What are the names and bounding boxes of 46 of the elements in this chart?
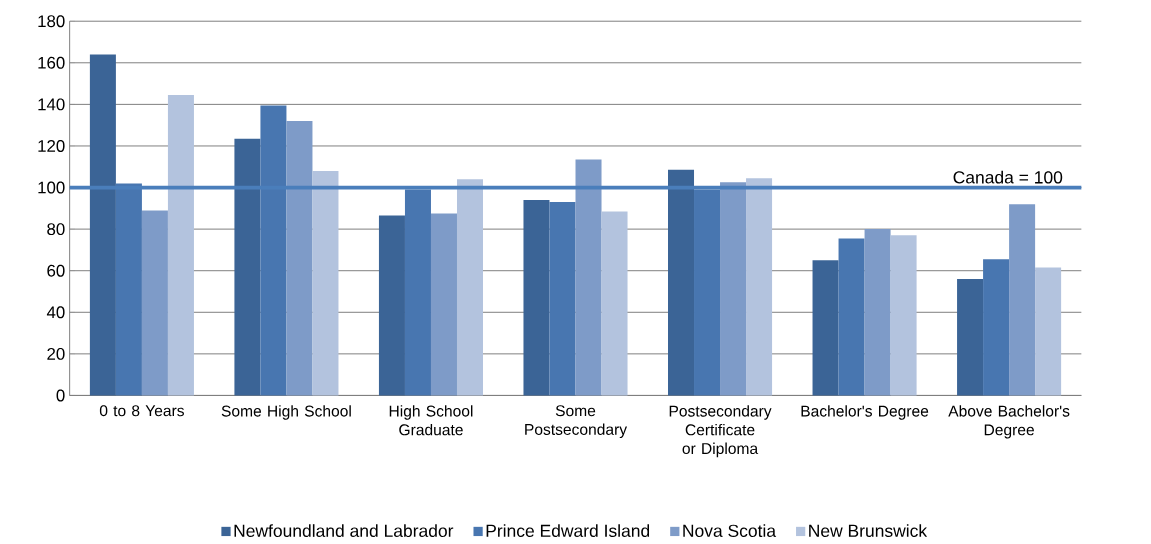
y-tick-label: 40: [46, 306, 65, 319]
bar: [957, 279, 984, 396]
bar: [864, 229, 891, 396]
bar: [1009, 204, 1036, 396]
bar: [720, 182, 747, 396]
legend-label: New Brunswick: [809, 524, 928, 538]
y-tick-label: 120: [38, 140, 65, 153]
y-tick-label: 140: [38, 98, 65, 111]
bar: [668, 170, 695, 396]
x-tick-label: Bachelor's Degree: [801, 405, 929, 420]
bar: [167, 95, 194, 396]
bar: [746, 178, 773, 396]
bar: [89, 54, 116, 396]
bar: [890, 235, 917, 396]
legend-label: Newfoundland and Labrador: [234, 524, 454, 538]
bar: [378, 215, 405, 396]
legend-label: Nova Scotia: [683, 524, 777, 538]
bar: [812, 260, 839, 396]
bar: [549, 202, 576, 396]
y-tick-label: 0: [56, 389, 65, 402]
x-tick-label: Postsecondary Certificate or Diploma: [669, 405, 772, 458]
legend-label: Prince Edward Island: [486, 524, 650, 538]
bar: [312, 171, 339, 396]
bar: [838, 238, 865, 396]
y-tick-label: 80: [47, 223, 65, 236]
x-tick-label: Some Postsecondary: [525, 405, 628, 439]
bar: [523, 200, 550, 396]
bar: [456, 179, 484, 396]
bar: [234, 138, 261, 396]
x-tick-label: 0 to 8 Years: [99, 405, 184, 417]
bar: [1035, 267, 1062, 396]
x-tick-label: High School Graduate: [389, 405, 473, 436]
bar: [983, 259, 1010, 396]
y-tick-label: 160: [38, 56, 65, 69]
y-tick-label: 60: [47, 264, 65, 277]
y-tick-label: 180: [38, 15, 65, 28]
y-tick-label: 100: [38, 181, 65, 194]
bar: [601, 211, 628, 396]
bar: [286, 121, 313, 396]
x-tick-label: Above Bachelor's Degree: [948, 405, 1070, 439]
ref-line-label: Canada = 100: [953, 170, 1063, 184]
x-tick-label: Some High School: [221, 405, 351, 420]
bar: [575, 159, 602, 396]
bar: [430, 213, 457, 396]
bar: [141, 210, 168, 396]
y-tick-label: 20: [47, 348, 65, 360]
